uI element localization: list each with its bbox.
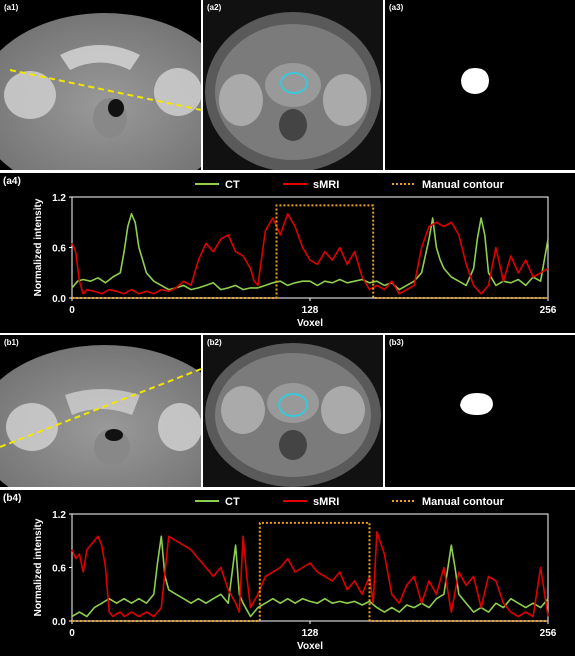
series-line-ct xyxy=(72,214,548,290)
mri-image-a: (a2) xyxy=(203,0,383,170)
panel-label: (b3) xyxy=(389,338,404,347)
mask-slice-b xyxy=(385,335,575,487)
x-tick-label: 0 xyxy=(69,628,75,639)
legend-item: CT xyxy=(195,179,240,191)
series-line-manual-contour xyxy=(72,523,548,621)
legend-item: CT xyxy=(195,496,240,508)
y-tick-label: 0.6 xyxy=(52,244,66,255)
x-tick-label: 0 xyxy=(69,305,75,316)
y-tick-label: 0.0 xyxy=(52,294,66,305)
legend-item: sMRI xyxy=(283,179,339,191)
x-axis-label: Voxel xyxy=(297,641,323,652)
y-tick-label: 0.6 xyxy=(52,564,66,575)
profile-chart-b: (b4) CT sMRI Manual contour 0.0 0.6 1.2 0 128 256… xyxy=(0,490,575,656)
legend-label: sMRI xyxy=(313,496,339,508)
legend-label: Manual contour xyxy=(422,496,505,508)
chart-svg-b: (b4) CT sMRI Manual contour 0.0 0.6 1.2 0 128 256… xyxy=(0,490,575,656)
plot-frame xyxy=(72,514,548,621)
legend-item: sMRI xyxy=(283,496,339,508)
y-axis-label: Normalized intensity xyxy=(33,518,44,616)
legend-label: sMRI xyxy=(313,179,339,191)
x-tick-label: 128 xyxy=(302,305,319,316)
legend-label: CT xyxy=(225,179,240,191)
mri-slice-b xyxy=(203,335,383,487)
mask-image-a: (a3) xyxy=(385,0,575,170)
series-line-ct xyxy=(72,536,548,616)
x-tick-label: 256 xyxy=(540,628,557,639)
legend-item: Manual contour xyxy=(392,179,505,191)
mri-image-b: (b2) xyxy=(203,335,383,487)
x-tick-label: 256 xyxy=(540,305,557,316)
panel-label: (b2) xyxy=(207,338,222,347)
chart-panel-label: (a4) xyxy=(3,176,21,187)
y-tick-label: 1.2 xyxy=(52,193,66,204)
mask-image-b: (b3) xyxy=(385,335,575,487)
y-tick-label: 1.2 xyxy=(52,510,66,521)
mask-slice-a xyxy=(385,0,575,170)
chart-svg-a: (a4) CT sMRI Manual contour 0.0 0.6 1.2 0 128 256… xyxy=(0,173,575,333)
panel-label: (a1) xyxy=(4,3,18,12)
series-line-smri xyxy=(72,532,548,617)
panel-label: (a3) xyxy=(389,3,403,12)
legend-label: Manual contour xyxy=(422,179,505,191)
legend-label: CT xyxy=(225,496,240,508)
ct-slice-a xyxy=(0,0,201,170)
ct-image-b: (b1) xyxy=(0,335,201,487)
ct-slice-b xyxy=(0,335,201,487)
mri-slice-a xyxy=(203,0,383,170)
profile-chart-a: (a4) CT sMRI Manual contour 0.0 0.6 1.2 0 128 256… xyxy=(0,173,575,333)
y-axis-label: Normalized intensity xyxy=(33,198,44,296)
x-axis-label: Voxel xyxy=(297,318,323,329)
x-tick-label: 128 xyxy=(302,628,319,639)
y-tick-label: 0.0 xyxy=(52,617,66,628)
legend-item: Manual contour xyxy=(392,496,505,508)
panel-label: (a2) xyxy=(207,3,221,12)
ct-image-a: (a1) xyxy=(0,0,201,170)
series-line-manual-contour xyxy=(72,205,548,298)
chart-panel-label: (b4) xyxy=(3,493,21,504)
panel-label: (b1) xyxy=(4,338,19,347)
